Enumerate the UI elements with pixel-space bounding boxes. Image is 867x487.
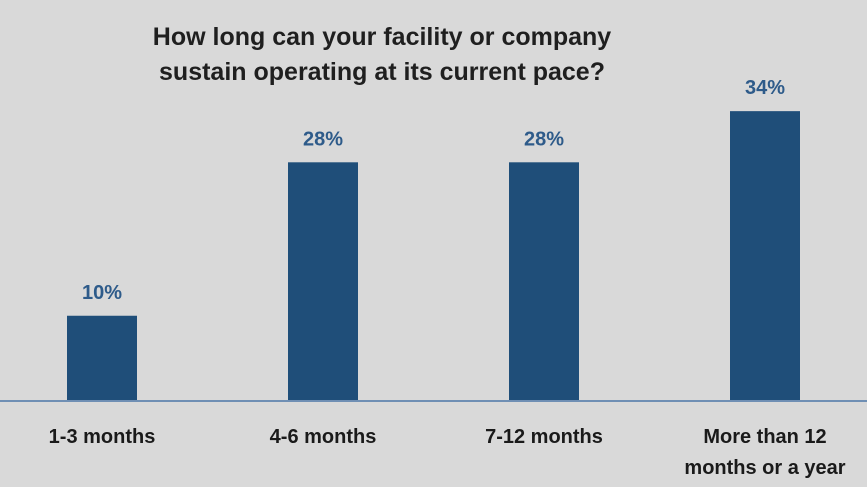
bar-3 bbox=[509, 162, 579, 401]
category-label-4-line-1: More than 12 bbox=[703, 426, 826, 448]
bar-4 bbox=[730, 111, 800, 402]
category-label-4-line-2: months or a year bbox=[684, 457, 845, 479]
category-label-2-line-1: 4-6 months bbox=[270, 426, 377, 448]
value-labels-layer: 10% 28% 28% 34% bbox=[82, 77, 785, 304]
category-labels-layer: 1-3 months 4-6 months 7-12 months More than… bbox=[49, 426, 846, 479]
category-label-3-line-1: 7-12 months bbox=[485, 426, 603, 448]
category-label-1-line-1: 1-3 months bbox=[49, 426, 156, 448]
chart-title-line-2: sustain operating at its current pace? bbox=[159, 58, 605, 86]
bar-1 bbox=[67, 315, 137, 401]
chart-title-line-1: How long can your facility or company bbox=[153, 23, 612, 51]
chart-title: How long can your facility or company su… bbox=[153, 23, 612, 86]
value-label-4: 34% bbox=[745, 77, 785, 99]
bar-2 bbox=[288, 162, 358, 401]
value-label-3: 28% bbox=[524, 128, 564, 150]
value-label-1: 10% bbox=[82, 282, 122, 304]
value-label-2: 28% bbox=[303, 128, 343, 150]
bars-layer bbox=[67, 111, 800, 402]
